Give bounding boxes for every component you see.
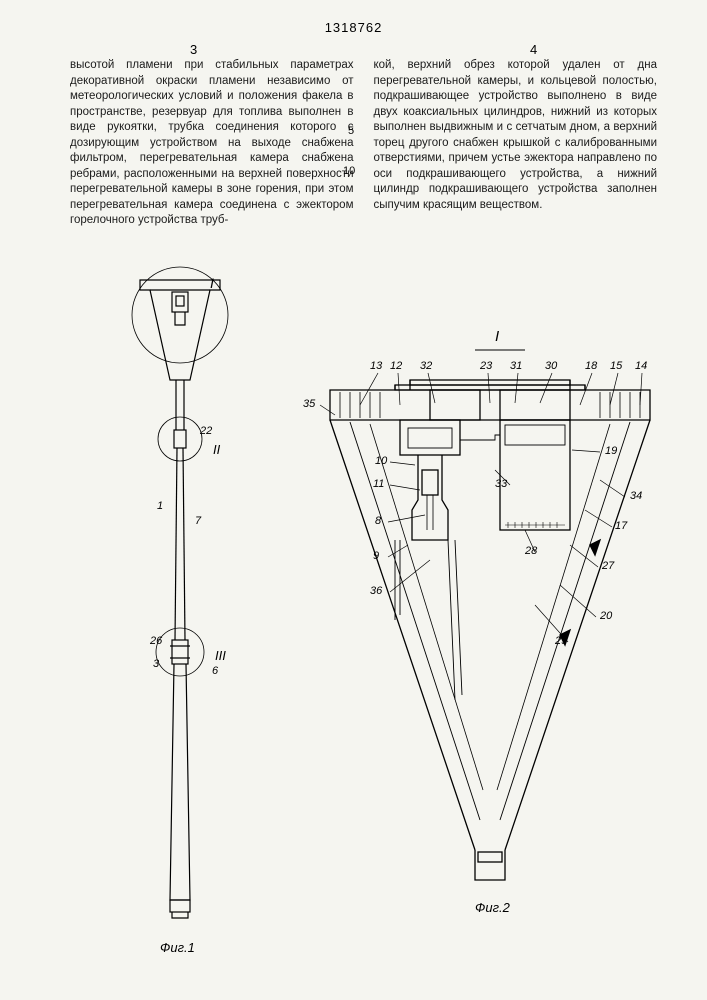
detail-I: I	[210, 275, 214, 291]
line-marker-10: 10	[343, 165, 355, 177]
ref-22: 22	[200, 425, 212, 437]
col-num-right: 4	[530, 42, 537, 57]
text-columns: высотой пламени при стабильных параметра…	[70, 58, 657, 229]
fig1-label: Фиг.1	[160, 940, 195, 955]
leader-lines-sides	[300, 390, 680, 790]
section-marker	[470, 335, 530, 355]
figure-1-svg	[80, 260, 280, 940]
detail-III: III	[215, 648, 226, 663]
ref-7: 7	[195, 515, 201, 527]
text-left: высотой пламени при стабильных параметра…	[70, 58, 354, 229]
patent-number: 1318762	[325, 20, 383, 35]
col-num-left: 3	[190, 42, 197, 57]
line-marker-5: 5	[348, 125, 354, 137]
figures-area: I 22 II 1 7 26 3 III 6 Фиг.1	[0, 260, 707, 1000]
ref-3: 3	[153, 658, 159, 670]
ref-6: 6	[212, 665, 218, 677]
fig2-label: Фиг.2	[475, 900, 510, 915]
text-right: кой, верхний обрез которой удален от дна…	[374, 58, 658, 229]
section-I: I	[495, 328, 499, 345]
detail-II: II	[213, 442, 220, 457]
ref-1: 1	[157, 500, 163, 512]
ref-26: 26	[150, 635, 162, 647]
